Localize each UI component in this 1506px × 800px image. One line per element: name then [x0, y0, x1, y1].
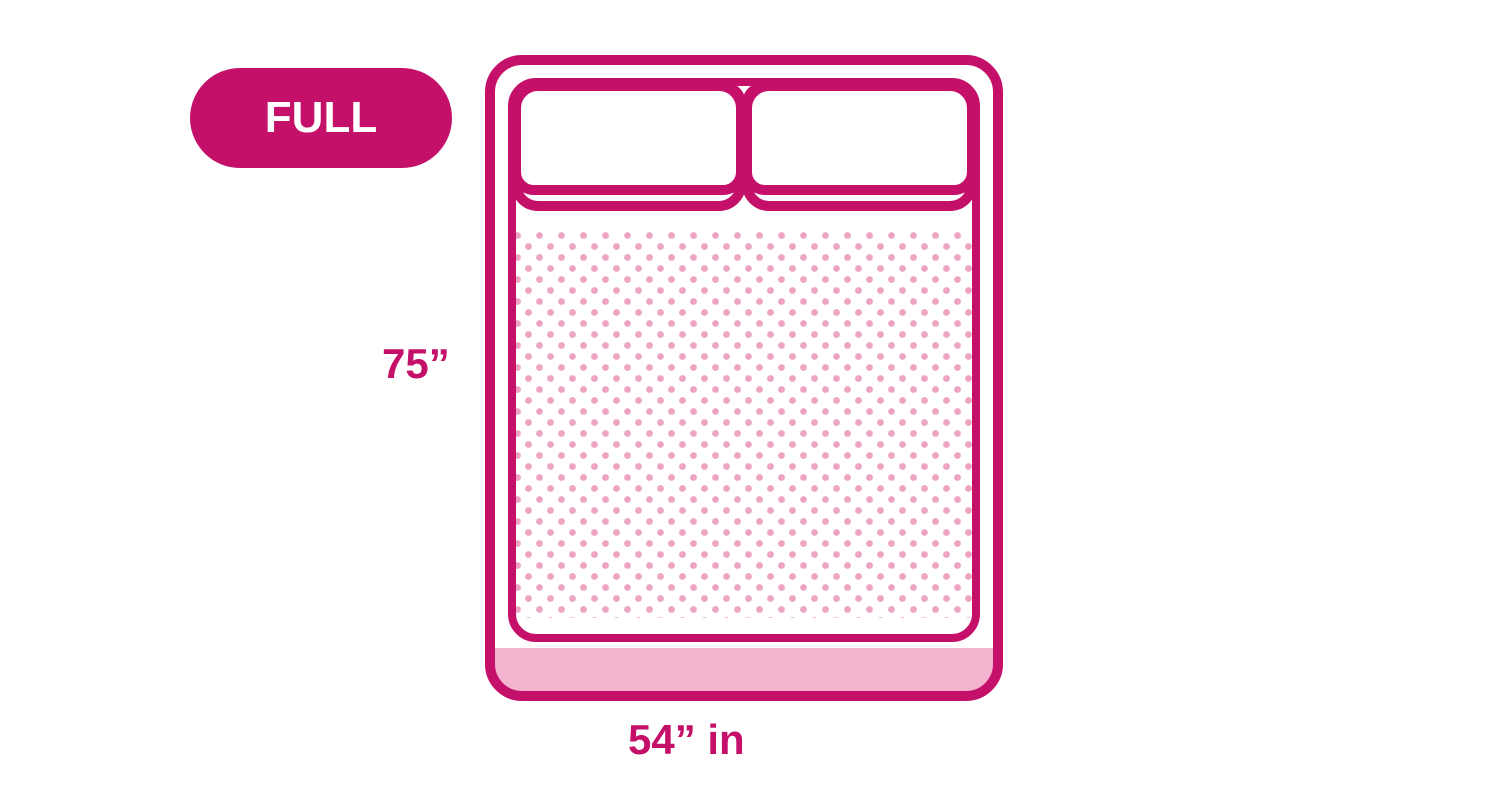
infographic-canvas: FULL 75” 54” in — [0, 0, 1506, 800]
size-pill-text: FULL — [265, 93, 377, 143]
width-dimension: 54” in — [628, 716, 745, 764]
height-dimension: 75” — [382, 340, 450, 388]
size-pill: FULL — [190, 68, 452, 168]
bed-icon — [470, 40, 1018, 716]
